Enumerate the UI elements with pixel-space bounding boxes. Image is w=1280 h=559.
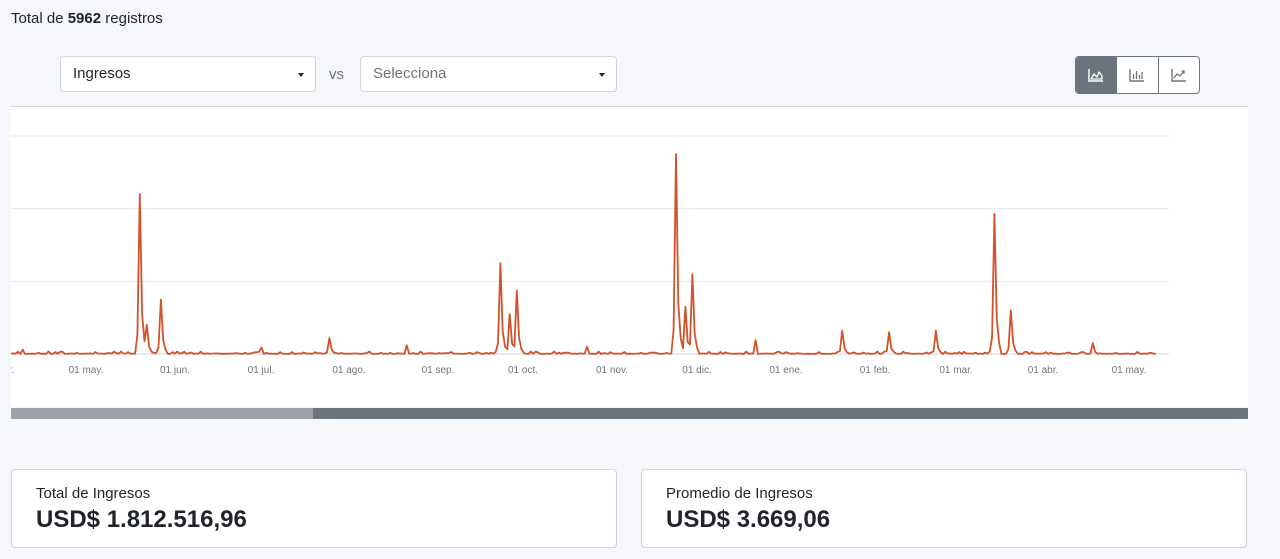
income-chart: r. 01 may. 01 jun. 01 jul. 01 ago. 01 sep. 01 … [11, 107, 1248, 407]
line-chart-button[interactable] [1157, 57, 1199, 93]
x-tick-label: 01 mar. [939, 365, 972, 376]
x-tick-label: 01 jun. [160, 365, 190, 376]
total-income-card: Total de Ingresos USD$ 1.812.516,96 [11, 469, 617, 548]
bar-chart-button[interactable] [1116, 57, 1157, 93]
line-chart: r. 01 may. 01 jun. 01 jul. 01 ago. 01 sep. 01 … [11, 135, 1169, 376]
chevron-down-icon [599, 73, 605, 77]
x-tick-label: 01 may. [69, 365, 104, 376]
chart-type-toggle [1075, 56, 1200, 94]
total-records-text: Total de 5962 registros [11, 9, 163, 29]
scrollbar-thumb[interactable] [11, 408, 313, 419]
card-label: Total de Ingresos [36, 485, 151, 502]
total-prefix: Total de [11, 10, 68, 27]
series-line [11, 153, 1157, 355]
card-value: USD$ 3.669,06 [666, 506, 831, 533]
bar-chart-icon [1129, 69, 1145, 82]
x-tick-label: 01 nov. [596, 365, 628, 376]
section-divider [11, 106, 1248, 107]
line-chart-icon [1171, 69, 1186, 82]
chevron-down-icon [298, 73, 304, 77]
card-value: USD$ 1.812.516,96 [36, 506, 247, 533]
total-count: 5962 [67, 10, 102, 27]
x-tick-label: 01 dic. [682, 365, 711, 376]
area-chart-button[interactable] [1076, 57, 1117, 93]
x-tick-label: 01 ago. [332, 365, 365, 376]
total-suffix: registros [101, 10, 163, 27]
card-label: Promedio de Ingresos [666, 485, 813, 502]
x-tick-label: 01 feb. [860, 365, 891, 376]
area-chart-icon [1088, 69, 1104, 82]
vs-label: vs [329, 66, 344, 83]
x-tick-label: 01 abr. [1028, 365, 1059, 376]
compare-select-placeholder: Selecciona [373, 65, 447, 82]
metric-select-value: Ingresos [73, 65, 131, 82]
x-tick-label: 01 may. [1112, 365, 1147, 376]
x-tick-label: 01 sep. [422, 365, 455, 376]
x-tick-label: r. [11, 365, 15, 376]
metric-select[interactable]: Ingresos [60, 56, 316, 92]
x-tick-label: 01 oct. [508, 365, 538, 376]
average-income-card: Promedio de Ingresos USD$ 3.669,06 [641, 469, 1247, 548]
compare-metric-select[interactable]: Selecciona [360, 56, 617, 92]
x-tick-label: 01 ene. [769, 365, 802, 376]
x-tick-label: 01 jul. [248, 365, 275, 376]
chart-scrollbar[interactable] [11, 408, 1248, 419]
